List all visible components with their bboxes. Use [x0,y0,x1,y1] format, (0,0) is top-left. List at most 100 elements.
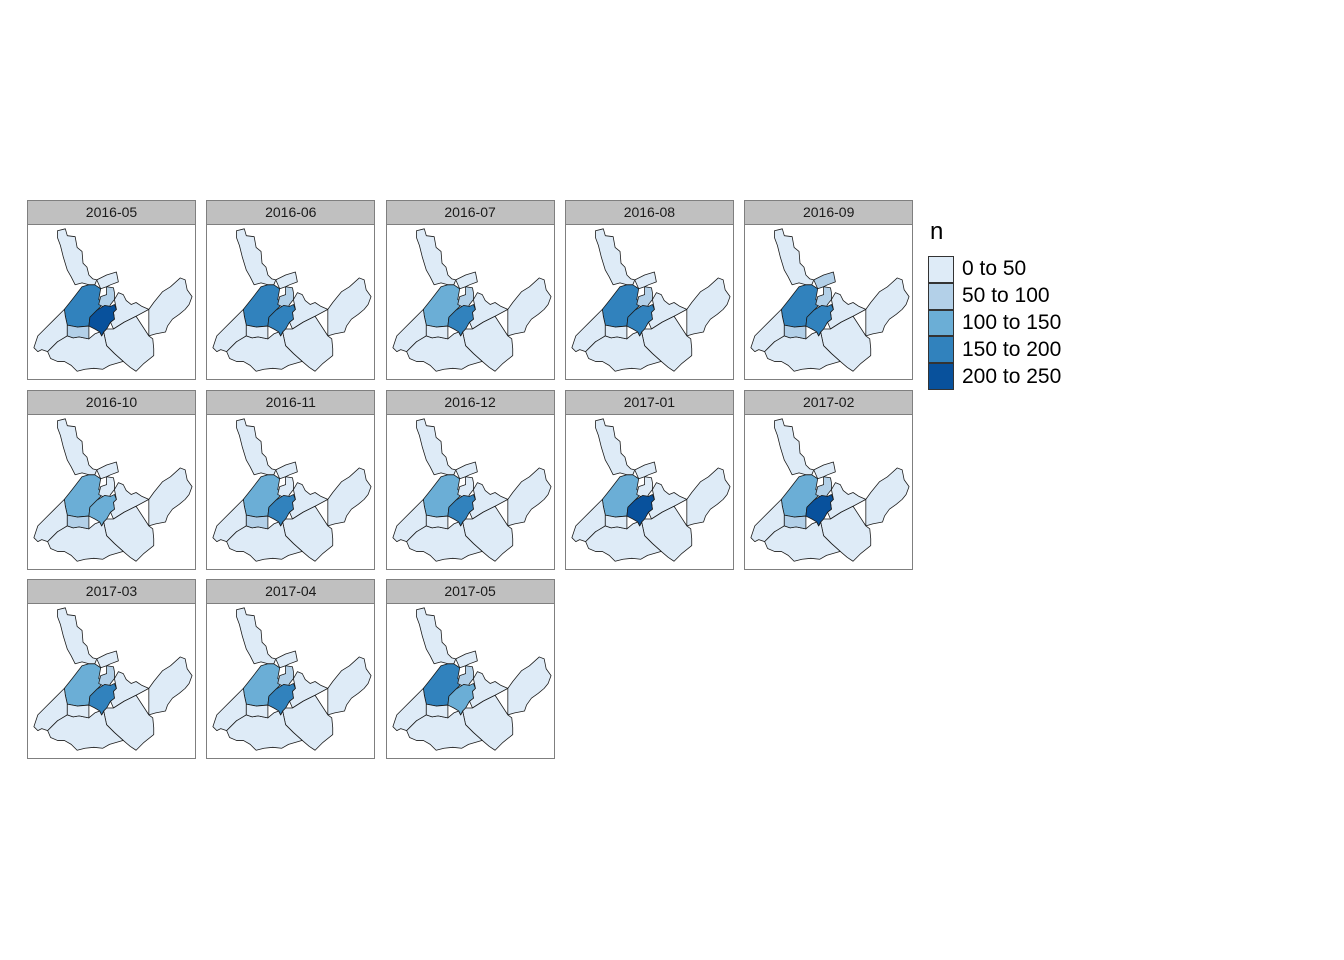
region-east [507,277,552,337]
map-area [206,224,376,380]
choropleth-map [212,228,372,372]
legend-swatch [928,363,954,390]
region-north [774,418,815,475]
region-center [267,493,297,526]
region-north [236,607,277,665]
region-north [415,228,456,286]
region-north [57,228,98,286]
region-southwest-center [604,514,628,529]
region-southwest-center [246,704,269,719]
region-center [447,493,476,526]
map-panel: 2016-10 [27,389,196,570]
legend-title: n [930,218,944,245]
legend-label: 0 to 50 [962,257,1027,281]
region-northeast [275,271,299,290]
panel-title: 2017-01 [564,389,734,415]
region-east [148,467,193,526]
panel-title: 2017-03 [27,579,196,605]
region-north [236,228,277,286]
region-east [148,277,193,337]
region-center [805,304,834,337]
map-area [385,413,555,570]
legend-label: 150 to 200 [962,337,1062,361]
region-north [415,418,456,475]
legend-items: 0 to 50 50 to 100 100 to 150 150 to 200 200 … [928,256,1061,390]
region-northeast [634,271,657,290]
region-east [327,277,372,337]
legend-swatch [928,309,954,337]
legend-item: 150 to 200 [928,336,1062,364]
region-center [267,304,297,337]
map-panel: 2017-04 [206,579,376,760]
region-southwest-center [425,704,448,719]
map-area [744,224,914,380]
map-panel: 2016-08 [564,200,734,380]
map-area [27,603,196,760]
region-northeast [454,461,478,479]
legend-item: 200 to 250 [928,363,1061,390]
map-panel: 2017-03 [27,579,196,760]
region-center [267,683,297,716]
legend-item: 0 to 50 [928,256,1061,283]
region-center [626,304,655,337]
map-area [206,603,376,760]
map-panel: 2016-11 [206,389,376,570]
legend: n 0 to 50 50 to 100 100 to 150 150 to 200 20… [928,218,1061,390]
map-panel: 2017-05 [385,579,555,760]
region-center [88,304,117,337]
panel-title: 2017-05 [385,579,555,605]
panel-title: 2016-07 [385,200,555,225]
region-east [686,277,731,337]
region-northeast [275,651,299,669]
choropleth-map [571,228,731,372]
choropleth-map [33,607,193,752]
choropleth-map [212,418,372,562]
panel-title: 2016-05 [27,200,196,225]
map-area [385,224,555,380]
region-southwest-center [66,324,90,340]
region-center [805,493,834,526]
region-northeast [454,651,478,669]
panel-title: 2016-08 [564,200,734,225]
map-area [744,413,914,570]
legend-label: 200 to 250 [962,364,1062,388]
region-north [236,418,277,475]
legend-item: 50 to 100 [928,282,1061,310]
region-east [865,467,910,526]
region-center [626,493,655,526]
region-north [774,228,815,286]
region-north [57,418,98,475]
panel-title: 2016-10 [27,389,196,415]
region-southwest-center [784,514,807,529]
region-northeast [634,461,657,479]
region-east [327,467,372,526]
region-northeast [454,271,478,290]
map-panel: 2016-09 [744,200,914,380]
legend-label: 100 to 150 [962,310,1062,334]
map-area [27,413,196,570]
region-east [507,656,552,716]
region-northeast [96,651,119,669]
map-panel: 2016-12 [385,389,555,570]
panel-title: 2017-04 [206,579,376,605]
region-east [327,656,372,716]
choropleth-map [750,418,910,562]
legend-label: 50 to 100 [962,284,1050,308]
region-northeast [813,271,836,290]
map-panel: 2016-07 [385,200,555,380]
legend-swatch [928,256,954,283]
map-panel: 2017-02 [744,389,914,570]
choropleth-map [392,418,552,562]
map-panel: 2016-05 [27,200,196,380]
region-north [594,228,636,286]
panel-title: 2016-06 [206,200,376,225]
region-center [88,493,117,526]
legend-item: 100 to 150 [928,309,1062,337]
region-southwest-center [784,324,807,340]
region-north [415,607,456,665]
region-east [865,277,910,337]
map-area [206,413,376,570]
region-east [686,467,731,526]
panel-title: 2016-12 [385,389,555,415]
map-area [564,224,734,380]
